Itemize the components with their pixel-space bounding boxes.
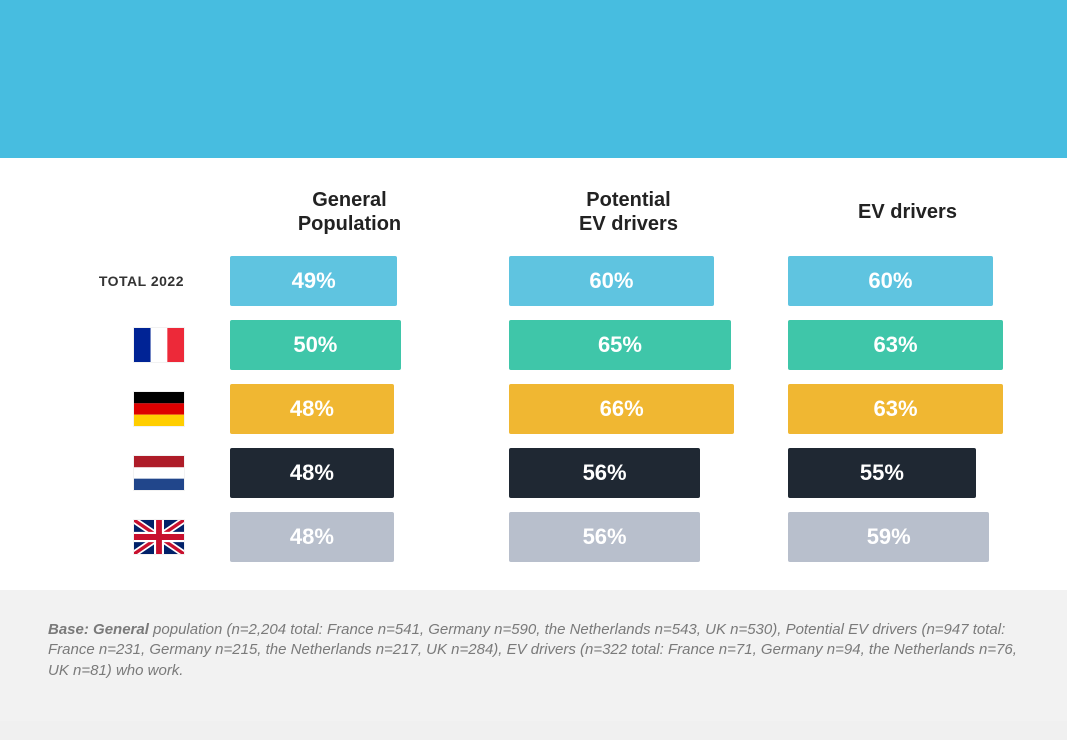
- bar-uk-0: 48%: [230, 512, 394, 562]
- header-band: [0, 0, 1067, 158]
- bar-cell-uk-2: 59%: [788, 512, 1027, 562]
- bar-cell-france-0: 50%: [230, 320, 469, 370]
- bar-cell-netherlands-2: 55%: [788, 448, 1027, 498]
- bar-france-2: 63%: [788, 320, 1003, 370]
- flag-netherlands: [40, 456, 190, 490]
- bar-germany-0: 48%: [230, 384, 394, 434]
- bar-total-1: 60%: [509, 256, 714, 306]
- bar-cell-total-1: 60%: [509, 256, 748, 306]
- bar-germany-1: 66%: [509, 384, 734, 434]
- footer-rest: population (n=2,204 total: France n=541,…: [48, 621, 1017, 679]
- bar-cell-netherlands-1: 56%: [509, 448, 748, 498]
- bar-cell-germany-1: 66%: [509, 384, 748, 434]
- bar-cell-france-1: 65%: [509, 320, 748, 370]
- column-header-2: EV drivers: [788, 200, 1027, 230]
- bar-total-2: 60%: [788, 256, 993, 306]
- row-label-total: TOTAL 2022: [40, 273, 190, 289]
- bar-cell-uk-0: 48%: [230, 512, 469, 562]
- bar-netherlands-0: 48%: [230, 448, 394, 498]
- bar-netherlands-2: 55%: [788, 448, 976, 498]
- flag-uk: [40, 520, 190, 554]
- bar-germany-2: 63%: [788, 384, 1003, 434]
- flag-france: [40, 328, 190, 362]
- bar-total-0: 49%: [230, 256, 397, 306]
- bar-cell-uk-1: 56%: [509, 512, 748, 562]
- chart-area: GeneralPopulation PotentialEV drivers EV d…: [0, 158, 1067, 590]
- flag-germany: [40, 392, 190, 426]
- bar-cell-total-2: 60%: [788, 256, 1027, 306]
- column-header-0: GeneralPopulation: [230, 188, 469, 242]
- bar-cell-germany-2: 63%: [788, 384, 1027, 434]
- bar-cell-total-0: 49%: [230, 256, 469, 306]
- footer-bold: Base: General: [48, 621, 149, 638]
- bar-netherlands-1: 56%: [509, 448, 700, 498]
- footer-note: Base: General population (n=2,204 total:…: [0, 590, 1067, 721]
- bar-france-1: 65%: [509, 320, 731, 370]
- bar-uk-2: 59%: [788, 512, 989, 562]
- bar-cell-netherlands-0: 48%: [230, 448, 469, 498]
- bar-cell-germany-0: 48%: [230, 384, 469, 434]
- bar-cell-france-2: 63%: [788, 320, 1027, 370]
- data-grid: GeneralPopulation PotentialEV drivers EV d…: [40, 188, 1027, 562]
- bar-france-0: 50%: [230, 320, 401, 370]
- bar-uk-1: 56%: [509, 512, 700, 562]
- column-header-1: PotentialEV drivers: [509, 188, 748, 242]
